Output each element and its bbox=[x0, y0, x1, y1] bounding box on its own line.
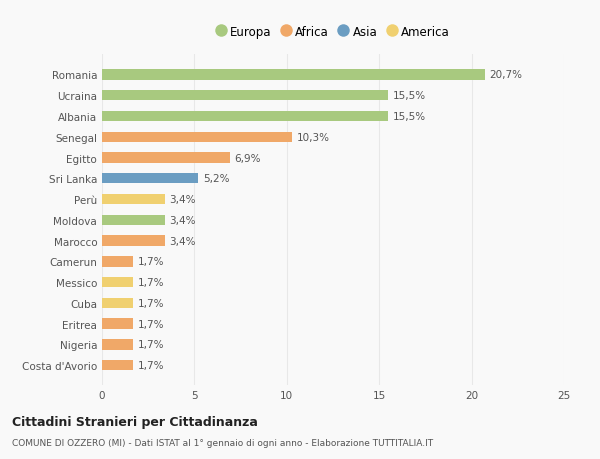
Text: 10,3%: 10,3% bbox=[297, 133, 330, 142]
Bar bbox=[102, 70, 485, 80]
Bar bbox=[102, 153, 230, 163]
Text: 1,7%: 1,7% bbox=[138, 360, 164, 370]
Bar bbox=[102, 195, 165, 205]
Bar bbox=[102, 174, 198, 184]
Text: 1,7%: 1,7% bbox=[138, 319, 164, 329]
Text: 5,2%: 5,2% bbox=[203, 174, 229, 184]
Text: 6,9%: 6,9% bbox=[234, 153, 260, 163]
Text: 3,4%: 3,4% bbox=[169, 195, 196, 205]
Bar bbox=[102, 319, 133, 329]
Text: 3,4%: 3,4% bbox=[169, 236, 196, 246]
Text: 3,4%: 3,4% bbox=[169, 215, 196, 225]
Bar bbox=[102, 257, 133, 267]
Bar bbox=[102, 132, 292, 143]
Text: 1,7%: 1,7% bbox=[138, 298, 164, 308]
Bar bbox=[102, 298, 133, 308]
Bar bbox=[102, 277, 133, 288]
Legend: Europa, Africa, Asia, America: Europa, Africa, Asia, America bbox=[211, 21, 455, 44]
Bar bbox=[102, 91, 388, 101]
Bar bbox=[102, 340, 133, 350]
Bar bbox=[102, 360, 133, 370]
Text: 1,7%: 1,7% bbox=[138, 278, 164, 287]
Bar bbox=[102, 215, 165, 225]
Text: 1,7%: 1,7% bbox=[138, 340, 164, 350]
Text: 20,7%: 20,7% bbox=[489, 70, 522, 80]
Text: 1,7%: 1,7% bbox=[138, 257, 164, 267]
Text: COMUNE DI OZZERO (MI) - Dati ISTAT al 1° gennaio di ogni anno - Elaborazione TUT: COMUNE DI OZZERO (MI) - Dati ISTAT al 1°… bbox=[12, 438, 433, 448]
Bar bbox=[102, 112, 388, 122]
Text: 15,5%: 15,5% bbox=[393, 91, 426, 101]
Bar bbox=[102, 236, 165, 246]
Text: 15,5%: 15,5% bbox=[393, 112, 426, 122]
Text: Cittadini Stranieri per Cittadinanza: Cittadini Stranieri per Cittadinanza bbox=[12, 415, 258, 428]
